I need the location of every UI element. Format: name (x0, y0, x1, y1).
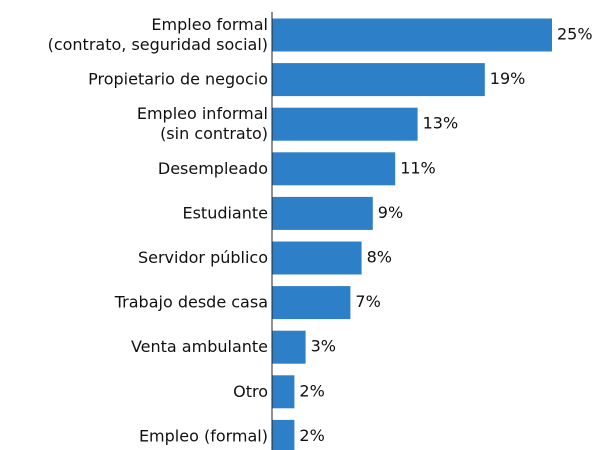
bar (272, 152, 396, 186)
value-label: 2% (299, 426, 324, 445)
value-label: 13% (423, 114, 459, 133)
category-label-line: Propietario de negocio (88, 69, 268, 88)
category-label: Desempleado (158, 158, 268, 177)
category-label: Estudiante (182, 203, 268, 222)
value-label: 25% (557, 25, 593, 44)
bar (272, 375, 295, 409)
value-label: 9% (378, 203, 403, 222)
category-label: Empleo formal (contrato, seguridad social… (48, 15, 268, 54)
category-label-line: Empleo informal (137, 104, 268, 123)
bar (272, 63, 485, 97)
bar (272, 107, 418, 141)
value-label: 3% (311, 337, 336, 356)
value-label: 2% (299, 381, 324, 400)
category-label: Venta ambulante (131, 337, 268, 356)
category-label: Otro (233, 381, 268, 400)
category-label-line: Empleo formal (151, 15, 268, 34)
bar (272, 330, 306, 364)
value-label: 19% (490, 69, 526, 88)
bar (272, 196, 373, 230)
category-label-line: Otro (233, 381, 268, 400)
bar (272, 241, 362, 275)
category-label: Empleo informal (sin contrato) (137, 104, 268, 143)
category-label-line: Desempleado (158, 158, 268, 177)
bar (272, 286, 351, 320)
category-label: Trabajo desde casa (114, 292, 268, 311)
category-label: Propietario de negocio (88, 69, 268, 88)
category-label-line: Empleo (formal) (139, 426, 268, 445)
category-label-line: Trabajo desde casa (114, 292, 268, 311)
category-label: Servidor público (138, 248, 268, 267)
category-label-line: (contrato, seguridad social) (48, 35, 268, 54)
bar (272, 419, 295, 450)
value-label: 7% (355, 292, 380, 311)
category-label-line: (sin contrato) (160, 124, 268, 143)
bar (272, 18, 552, 52)
category-label-line: Venta ambulante (131, 337, 268, 356)
category-label-line: Estudiante (182, 203, 268, 222)
value-label: 8% (367, 248, 392, 267)
category-label: Empleo (formal) (139, 426, 268, 445)
value-label: 11% (400, 158, 436, 177)
category-label-line: Servidor público (138, 248, 268, 267)
